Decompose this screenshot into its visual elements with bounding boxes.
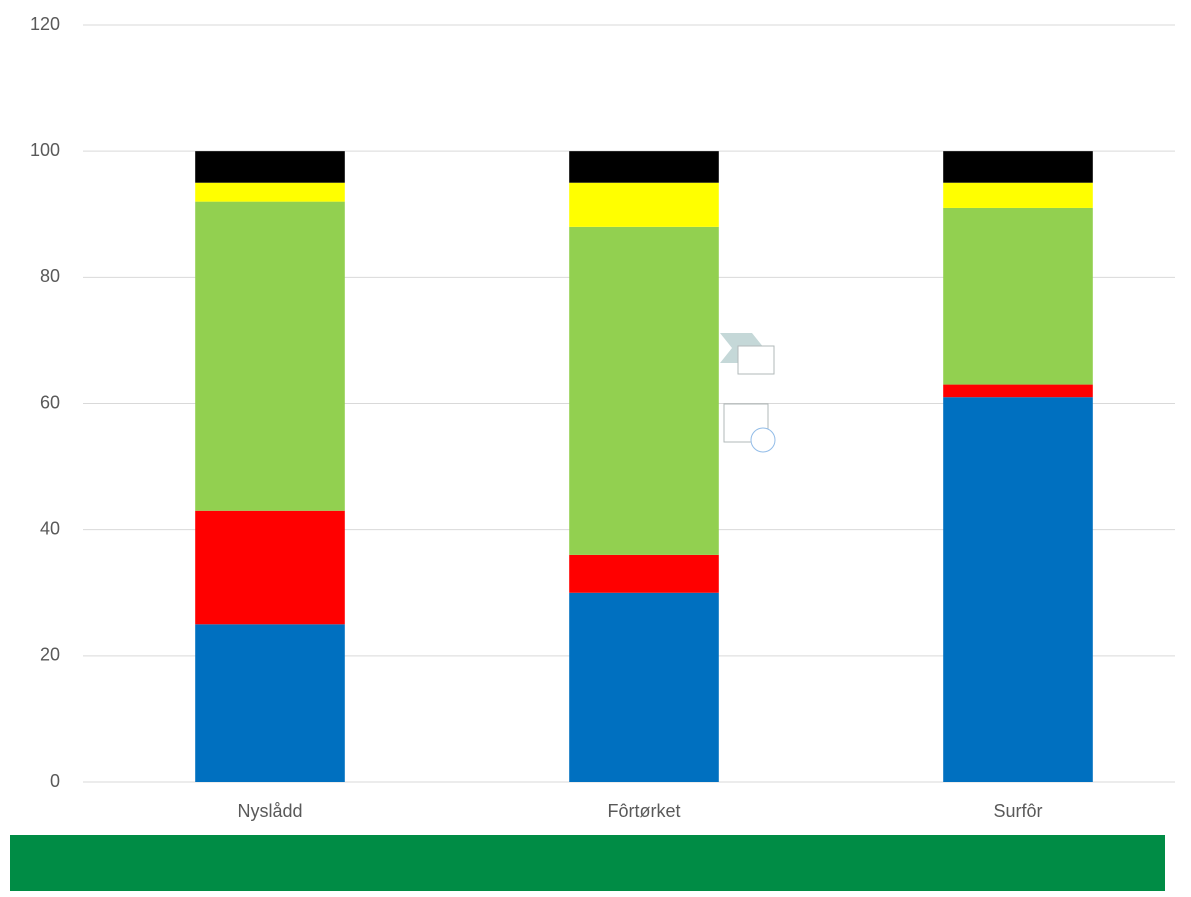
- y-tick-label: 20: [40, 645, 60, 665]
- footer-band: [10, 835, 1165, 891]
- bar-segment: [943, 207, 1093, 385]
- bar-segment: [943, 151, 1093, 183]
- icon-globe: [750, 427, 776, 453]
- overlay-icons: [720, 333, 776, 453]
- bar-segment: [569, 554, 719, 593]
- bar-segment: [569, 151, 719, 183]
- x-tick-label: Nyslådd: [237, 801, 302, 821]
- y-tick-label: 80: [40, 266, 60, 286]
- bar-segment: [569, 592, 719, 782]
- bar-segment: [569, 182, 719, 227]
- bar-segment: [195, 182, 345, 202]
- bar-segment: [569, 226, 719, 555]
- y-tick-label: 0: [50, 771, 60, 791]
- bar-segment: [943, 397, 1093, 782]
- bar-segment: [195, 624, 345, 782]
- bar-segment: [195, 151, 345, 183]
- y-tick-label: 100: [30, 140, 60, 160]
- bar-segment: [195, 510, 345, 625]
- y-tick-label: 120: [30, 14, 60, 34]
- bar-segment: [195, 201, 345, 511]
- y-tick-label: 40: [40, 518, 60, 538]
- bar-segment: [943, 182, 1093, 208]
- x-tick-label: Fôrtørket: [607, 801, 680, 821]
- icon-list: [737, 345, 775, 375]
- x-tick-label: Surfôr: [993, 801, 1042, 821]
- bar-segment: [943, 384, 1093, 398]
- y-tick-label: 60: [40, 392, 60, 412]
